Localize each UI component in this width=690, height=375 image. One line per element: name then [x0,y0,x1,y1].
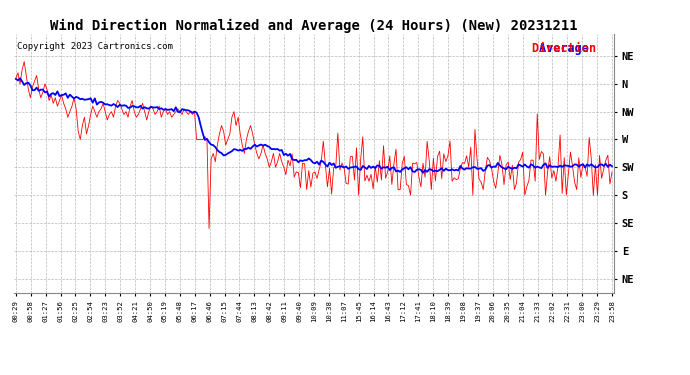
Text: Direction: Direction [475,42,596,54]
Title: Wind Direction Normalized and Average (24 Hours) (New) 20231211: Wind Direction Normalized and Average (2… [50,18,578,33]
Text: Average: Average [539,42,596,54]
Text: Copyright 2023 Cartronics.com: Copyright 2023 Cartronics.com [17,42,172,51]
